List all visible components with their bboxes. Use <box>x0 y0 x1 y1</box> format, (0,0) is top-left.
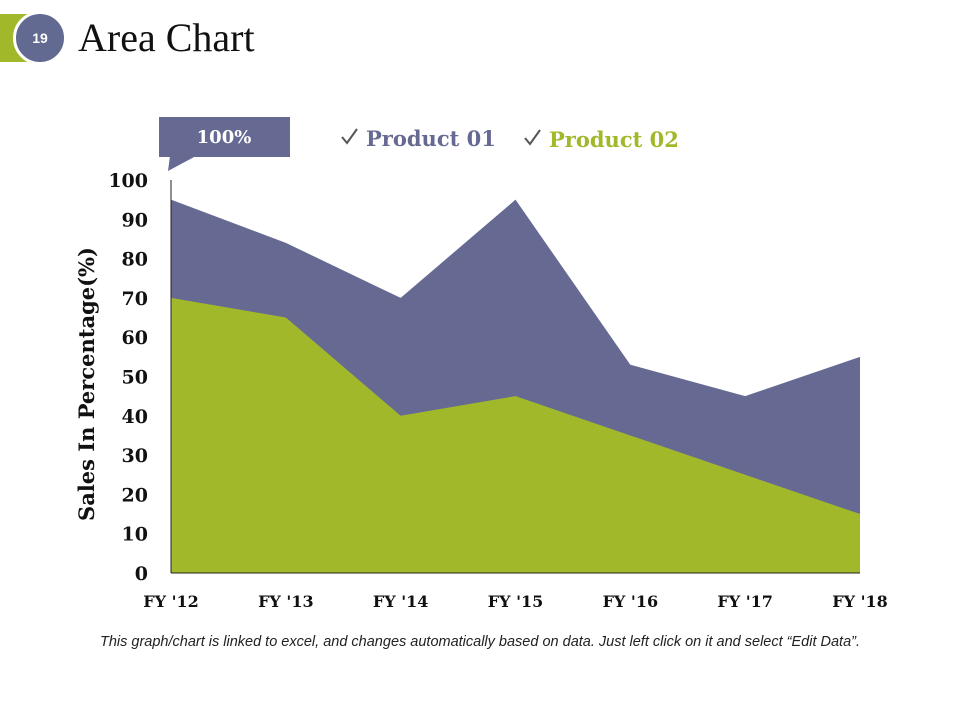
page-title: Area Chart <box>78 15 255 60</box>
chart-areas <box>171 199 860 573</box>
y-tick-label: 0 <box>135 563 148 585</box>
callout-box <box>159 117 290 157</box>
callout-tail <box>168 156 196 171</box>
legend-label: Product 01 <box>366 126 496 151</box>
x-tick-label: FY '12 <box>143 592 199 611</box>
y-tick-label: 30 <box>122 445 148 467</box>
y-tick-label: 60 <box>122 327 148 349</box>
checkmark-icon <box>341 128 358 145</box>
chart-legend: Product 01 Product 02 <box>341 126 679 152</box>
x-tick-label: FY '15 <box>488 592 544 611</box>
x-tick-label: FY '17 <box>717 592 773 611</box>
y-tick-label: 20 <box>122 484 148 506</box>
y-tick-label: 10 <box>122 524 148 546</box>
legend-item-product-01[interactable]: Product 01 <box>341 126 496 151</box>
y-tick-labels: 0 10 20 30 40 50 60 70 80 90 100 <box>108 170 148 585</box>
x-tick-label: FY '18 <box>832 592 888 611</box>
area-series-product-02[interactable] <box>171 297 860 573</box>
callout-label: 100% <box>197 127 252 148</box>
slide-number-badge: 19 <box>13 11 67 65</box>
y-axis-label: Sales In Percentage(%) <box>74 247 99 521</box>
y-tick-label: 100 <box>108 170 148 192</box>
footer-note: This graph/chart is linked to excel, and… <box>99 634 861 650</box>
y-tick-label: 70 <box>122 288 148 310</box>
y-tick-label: 40 <box>122 406 148 428</box>
x-tick-labels: FY '12 FY '13 FY '14 FY '15 FY '16 FY '17 FY '… <box>143 592 888 611</box>
x-tick-label: FY '13 <box>258 592 314 611</box>
y-tick-label: 80 <box>122 249 148 271</box>
x-tick-label: FY '16 <box>603 592 659 611</box>
checkmark-icon <box>524 129 541 146</box>
y-tick-label: 90 <box>122 209 148 231</box>
max-value-callout: 100% <box>159 117 290 171</box>
x-tick-label: FY '14 <box>373 592 429 611</box>
legend-label: Product 02 <box>549 127 679 152</box>
legend-item-product-02[interactable]: Product 02 <box>524 127 679 152</box>
y-tick-label: 50 <box>122 367 148 389</box>
